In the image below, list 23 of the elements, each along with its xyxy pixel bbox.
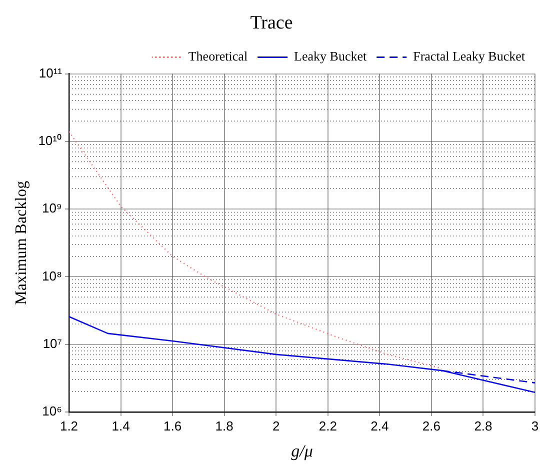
line-series <box>68 130 442 370</box>
x-tick-label: 2.6 <box>422 418 440 434</box>
y-tick-label: 10⁹ <box>42 200 62 216</box>
x-tick-label: 3 <box>531 418 539 434</box>
x-tick-label: 2.8 <box>474 418 492 434</box>
legend-label: Theoretical <box>188 48 248 64</box>
x-tick-label: 1.4 <box>112 418 130 434</box>
y-tick-label: 10⁷ <box>42 336 62 351</box>
x-tick-label: 1.6 <box>164 418 182 434</box>
y-tick-label: 10¹⁰ <box>38 133 62 148</box>
x-tick-label: 2.4 <box>370 418 389 434</box>
chart-title: Trace <box>250 12 293 34</box>
legend-label: Leaky Bucket <box>294 48 367 64</box>
x-tick-label: 2.2 <box>318 418 337 434</box>
x-tick-label: 1.8 <box>215 418 234 434</box>
legend-label: Fractal Leaky Bucket <box>413 48 526 64</box>
x-axis-title: g/μ <box>291 441 313 460</box>
y-tick-label: 10⁸ <box>42 268 62 284</box>
y-tick-label: 10¹¹ <box>38 65 63 80</box>
x-tick-label: 1.2 <box>60 418 78 434</box>
y-axis-title: Maximum Backlog <box>12 180 30 305</box>
y-tick-label: 10⁶ <box>42 404 62 419</box>
x-tick-label: 2 <box>272 418 280 434</box>
